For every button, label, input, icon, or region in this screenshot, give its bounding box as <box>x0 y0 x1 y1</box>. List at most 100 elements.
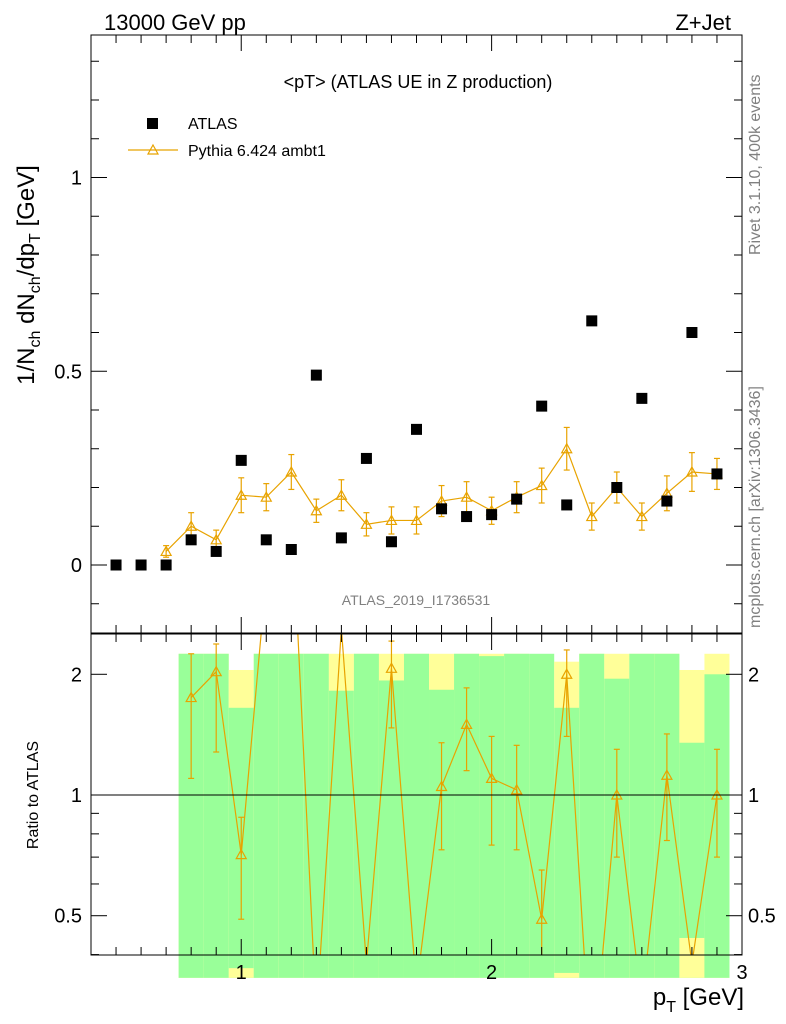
atlas-point <box>536 400 548 412</box>
ylabel-ratio: Ratio to ATLAS <box>25 741 42 849</box>
legend: ATLAS Pythia 6.424 ambt1 <box>128 116 326 160</box>
green-band <box>579 653 605 978</box>
pythia-point <box>285 465 298 477</box>
mcplots-text: mcplots.cern.ch [arXiv:1306.3436] <box>747 386 764 628</box>
legend-pythia-label: Pythia 6.424 ambt1 <box>188 143 326 160</box>
pythia-point <box>560 442 573 454</box>
atlas-point <box>185 534 197 546</box>
pythia-point <box>210 533 223 545</box>
atlas-point <box>511 493 523 505</box>
rivet-version-text: Rivet 3.1.10, 400k events <box>747 74 764 255</box>
atlas-point <box>310 369 322 381</box>
y-tick-label: 1 <box>71 168 82 190</box>
ratio-point <box>185 691 198 703</box>
y-tick-label: 0 <box>71 555 82 577</box>
svg-text:pT [GeV]: pT [GeV] <box>653 984 744 1016</box>
ratio-point <box>485 772 498 784</box>
pythia-point <box>160 545 173 557</box>
ratio-point <box>660 769 673 780</box>
atlas-point <box>636 392 648 404</box>
atlas-point <box>686 327 698 338</box>
top-panel-marks <box>110 315 723 571</box>
atlas-point <box>711 468 723 480</box>
header-left: 13000 GeV pp <box>104 10 246 35</box>
atlas-point <box>411 423 422 435</box>
ratio-series <box>185 634 723 955</box>
ratio-y-tick-label: 0.5 <box>54 906 82 928</box>
green-band <box>353 653 379 978</box>
green-band <box>378 680 404 978</box>
ratio-panel-marks <box>185 634 723 955</box>
ratio-y-tick-label: 2 <box>71 664 82 686</box>
legend-atlas-label: ATLAS <box>188 116 238 133</box>
legend-pythia-marker <box>146 143 160 155</box>
pythia-point <box>385 514 398 526</box>
yellow-band-low <box>679 937 705 978</box>
pythia-point <box>410 514 423 526</box>
atlas-point <box>561 499 573 511</box>
yellow-band-low <box>228 968 254 978</box>
green-band <box>303 653 329 978</box>
atlas-point <box>436 503 448 515</box>
pythia-point <box>460 490 473 502</box>
analysis-id: ATLAS_2019_I1736531 <box>342 592 491 608</box>
atlas-point <box>160 559 172 571</box>
ratio-y-tick-label-right: 0.5 <box>748 906 776 928</box>
y-tick-label: 0.5 <box>54 361 82 383</box>
svg-text:1/Nch dNch/dpT [GeV]: 1/Nch dNch/dpT [GeV] <box>13 165 44 385</box>
yellow-band-low <box>554 972 580 978</box>
atlas-point <box>461 511 473 523</box>
header-right: Z+Jet <box>675 10 731 35</box>
x-tick-label: 3 <box>736 962 747 984</box>
atlas-point <box>285 544 297 555</box>
ratio-y-tick-label-right: 2 <box>748 664 759 686</box>
ratio-point <box>385 662 398 673</box>
plot-title: <pT> (ATLAS UE in Z production) <box>284 72 553 92</box>
atlas-point <box>110 559 122 571</box>
ratio-point <box>435 780 448 792</box>
legend-atlas-marker <box>147 118 158 129</box>
ratio-y-tick-label-right: 1 <box>748 785 759 807</box>
xlabel: pT [GeV] <box>653 984 744 1016</box>
ratio-point <box>210 665 223 677</box>
atlas-point <box>586 315 598 327</box>
pythia-point <box>260 490 273 502</box>
ratio-point <box>460 718 473 729</box>
atlas-point <box>260 534 272 546</box>
pythia-point <box>360 518 373 529</box>
ratio-line <box>190 634 718 955</box>
pythia-point <box>535 479 548 491</box>
pythia-point <box>235 489 248 500</box>
atlas-point <box>611 482 623 493</box>
ratio-uncertainty-bands <box>178 653 730 978</box>
atlas-point <box>486 509 498 521</box>
ratio-y-tick-label: 1 <box>71 785 82 807</box>
pythia-point <box>635 510 648 522</box>
pythia-point <box>310 504 323 516</box>
atlas-point <box>360 452 372 464</box>
atlas-point <box>661 495 673 507</box>
atlas-point <box>235 454 247 466</box>
green-band <box>403 653 430 978</box>
green-band <box>554 707 580 978</box>
ratio-point <box>535 912 548 924</box>
x-tick-label: 2 <box>486 962 497 984</box>
green-band <box>278 653 304 978</box>
pythia-point <box>585 510 598 522</box>
ratio-point <box>510 783 523 795</box>
ratio-point <box>560 668 573 679</box>
green-band <box>253 653 279 978</box>
x-tick-label: 1 <box>236 962 247 984</box>
ratio-point <box>235 848 248 860</box>
pythia-point <box>335 489 348 500</box>
pythia-point <box>685 465 698 477</box>
atlas-point <box>385 536 397 548</box>
pythia-point <box>185 520 198 531</box>
atlas-point <box>135 559 147 571</box>
green-band <box>328 690 354 978</box>
ylabel-top: 1/Nch dNch/dpT [GeV] <box>13 165 44 385</box>
atlas-point <box>335 532 347 544</box>
atlas-point <box>210 545 222 557</box>
